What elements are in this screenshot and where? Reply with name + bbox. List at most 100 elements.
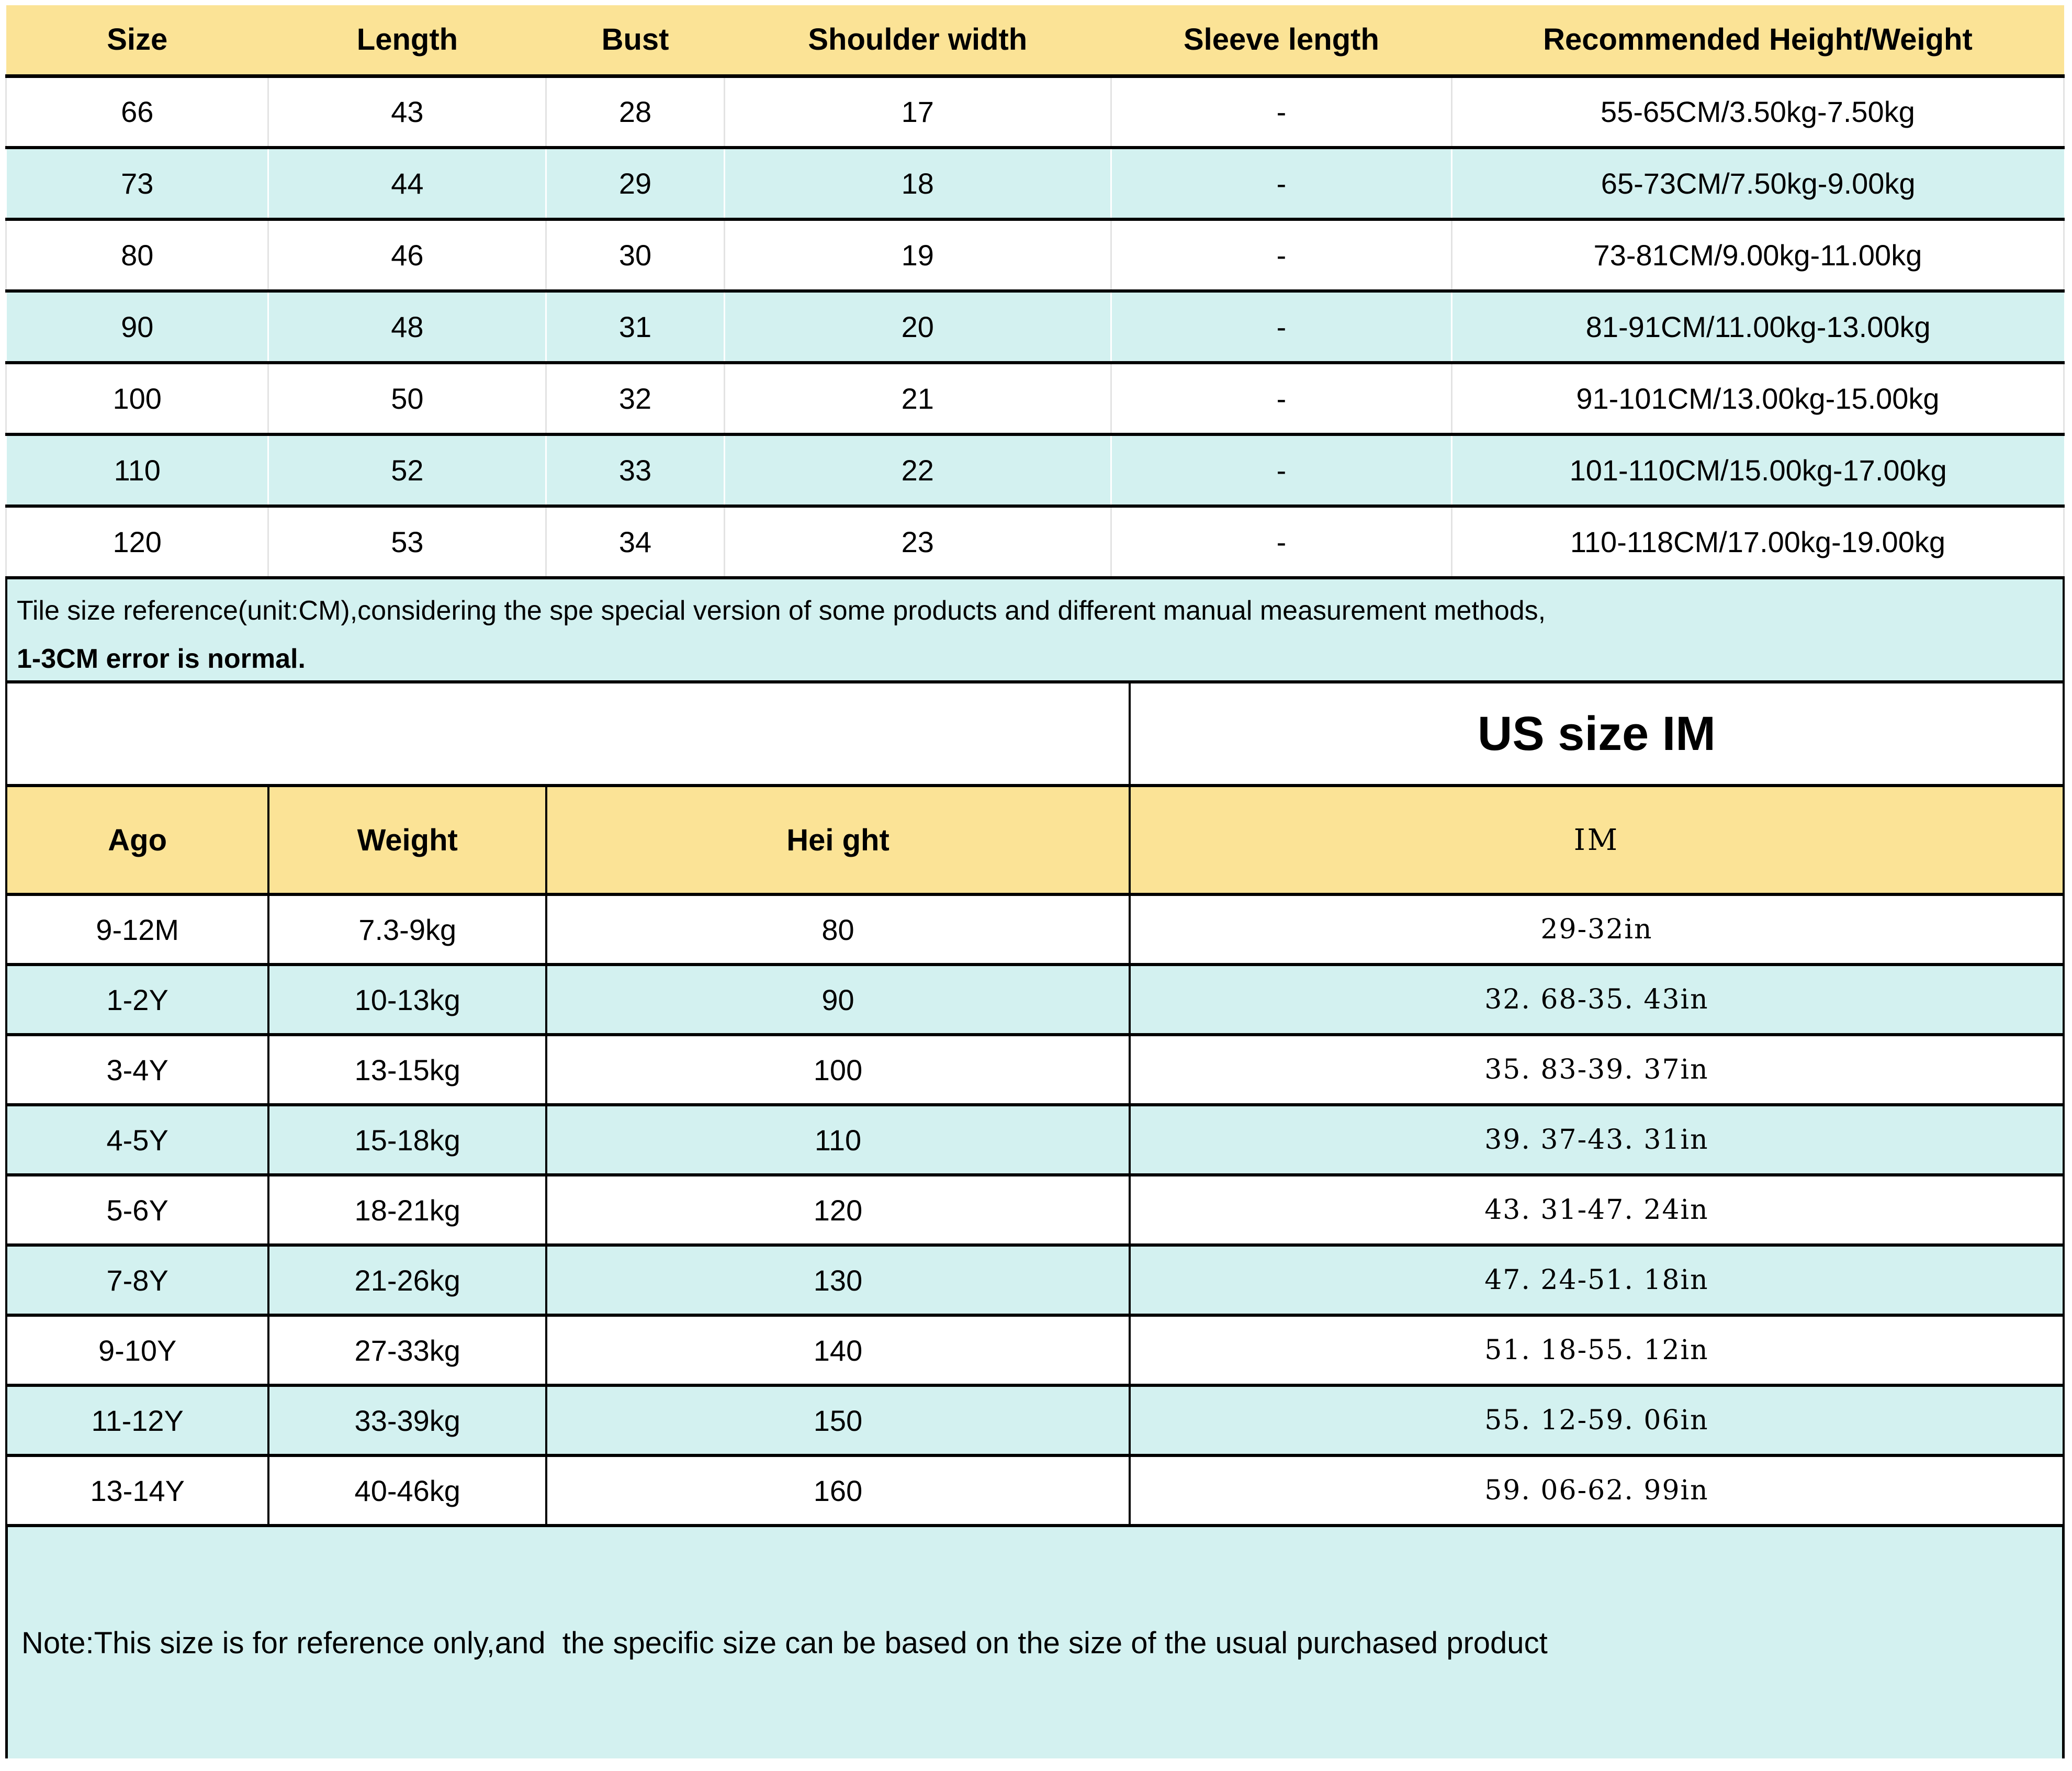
table-cell: 140 [545, 1315, 1130, 1387]
us-size-table-title: US size IM [1128, 683, 2065, 787]
table-cell: 47. 24-51. 18in [1128, 1245, 2065, 1317]
table-cell: 51. 18-55. 12in [1128, 1315, 2065, 1387]
table-cell: 52 [268, 434, 546, 508]
measurement-note-line1: Tile size reference(unit:CM),considering… [17, 596, 1546, 626]
table-cell: 110-118CM/17.00kg-19.00kg [1450, 506, 2065, 579]
table-cell: 130 [545, 1245, 1130, 1317]
table-cell: 18-21kg [267, 1175, 547, 1247]
size-table-header-bust: Bust [546, 5, 725, 78]
measurement-note: Tile size reference(unit:CM),considering… [5, 579, 2065, 683]
table-cell: 15-18kg [267, 1105, 547, 1176]
table-cell: 19 [723, 219, 1111, 293]
us-size-table-header-ago: Ago [5, 786, 269, 896]
table-cell: 32 [545, 363, 725, 436]
table-cell: 20 [724, 291, 1111, 364]
us-size-table-header-weight: Weight [267, 786, 547, 896]
table-cell: 5-6Y [5, 1175, 269, 1247]
table-cell: 80 [5, 219, 268, 293]
size-table-header: Size Length Bust Shoulder width Sleeve l… [6, 5, 2064, 78]
table-cell: 90 [6, 291, 268, 364]
table-cell: 46 [267, 219, 546, 293]
table-row: 13-14Y 40-46kg 160 59. 06-62. 99in [5, 1455, 2065, 1527]
table-cell: 9-10Y [5, 1315, 269, 1387]
table-cell: 59. 06-62. 99in [1128, 1455, 2065, 1527]
size-table-header-sleeve-length: Sleeve length [1111, 5, 1452, 78]
table-cell: 7.3-9kg [267, 894, 547, 966]
table-cell: 53 [267, 506, 546, 579]
table-cell: 43 [267, 76, 546, 149]
table-cell: 35. 83-39. 37in [1128, 1035, 2065, 1106]
table-cell: 29-32in [1128, 894, 2065, 966]
table-cell: 91-101CM/13.00kg-15.00kg [1450, 363, 2065, 436]
table-row: 66 43 28 17-55-65CM/3.50kg-7.50kg [5, 76, 2065, 149]
table-cell: 31 [546, 291, 725, 364]
table-cell: 17 [723, 76, 1111, 149]
us-size-table-title-row: US size IM [5, 683, 2065, 787]
table-row: 120 53 34 23-110-118CM/17.00kg-19.00kg [5, 506, 2065, 579]
table-cell: 13-15kg [267, 1035, 547, 1106]
table-row: 9-12M 7.3-9kg 80 29-32in [5, 894, 2065, 966]
table-cell: - [1110, 506, 1452, 579]
table-cell: 7-8Y [5, 1245, 269, 1317]
size-table-header-shoulder-width: Shoulder width [724, 5, 1111, 78]
table-cell: 13-14Y [5, 1455, 269, 1527]
table-cell: - [1110, 76, 1452, 149]
footer-note-text: Note:This size is for reference only,and… [21, 1626, 1548, 1660]
footer-note: Note:This size is for reference only,and… [5, 1527, 2065, 1758]
table-cell: 160 [545, 1455, 1130, 1527]
table-cell: 100 [545, 1035, 1130, 1106]
table-cell: - [1111, 291, 1452, 364]
table-row: 90 48 31 20-81-91CM/11.00kg-13.00kg [6, 291, 2064, 364]
table-cell: 50 [267, 363, 546, 436]
size-table-body: 66 43 28 17-55-65CM/3.50kg-7.50kg 73 44 29 18-6… [5, 76, 2065, 579]
table-cell: 44 [268, 148, 546, 221]
table-cell: 55-65CM/3.50kg-7.50kg [1450, 76, 2065, 149]
table-cell: 23 [723, 506, 1111, 579]
table-cell: 4-5Y [5, 1105, 269, 1176]
table-cell: 33-39kg [267, 1385, 547, 1457]
us-size-table: US size IM Ago Weight Hei ght IM 9-12M 7.… [5, 683, 2065, 1527]
table-row: 80 46 30 19-73-81CM/9.00kg-11.00kg [5, 219, 2065, 293]
table-cell: 1-2Y [5, 965, 269, 1036]
table-cell: 110 [6, 434, 268, 508]
table-cell: 73 [6, 148, 268, 221]
table-cell: 29 [546, 148, 725, 221]
table-cell: 81-91CM/11.00kg-13.00kg [1451, 291, 2064, 364]
table-row: 4-5Y 15-18kg 110 39. 37-43. 31in [5, 1105, 2065, 1176]
table-cell: 22 [724, 434, 1111, 508]
table-cell: 18 [724, 148, 1111, 221]
table-cell: 9-12M [5, 894, 269, 966]
table-row: 100 50 32 21-91-101CM/13.00kg-15.00kg [5, 363, 2065, 436]
us-size-table-head: US size IM Ago Weight Hei ght IM [5, 683, 2065, 896]
size-table-header-length: Length [268, 5, 546, 78]
table-cell: 65-73CM/7.50kg-9.00kg [1451, 148, 2064, 221]
size-table-header-recommended: Recommended Height/Weight [1451, 5, 2064, 78]
table-cell: 66 [5, 76, 268, 149]
table-cell: 150 [545, 1385, 1130, 1457]
table-cell: 21 [723, 363, 1111, 436]
size-table: Size Length Bust Shoulder width Sleeve l… [5, 5, 2065, 579]
table-cell: 3-4Y [5, 1035, 269, 1106]
table-cell: 101-110CM/15.00kg-17.00kg [1451, 434, 2064, 508]
measurement-note-line2: 1-3CM error is normal. [17, 644, 306, 674]
table-row: 5-6Y 18-21kg 120 43. 31-47. 24in [5, 1175, 2065, 1247]
table-cell: 48 [268, 291, 546, 364]
size-table-header-size: Size [6, 5, 268, 78]
table-cell: 39. 37-43. 31in [1128, 1105, 2065, 1176]
us-size-table-empty-cell [5, 683, 1130, 787]
table-cell: - [1111, 148, 1452, 221]
table-row: 3-4Y 13-15kg 100 35. 83-39. 37in [5, 1035, 2065, 1106]
table-cell: 73-81CM/9.00kg-11.00kg [1450, 219, 2065, 293]
table-row: 11-12Y 33-39kg 150 55. 12-59. 06in [5, 1385, 2065, 1457]
table-row: 7-8Y 21-26kg 130 47. 24-51. 18in [5, 1245, 2065, 1317]
size-table-header-row: Size Length Bust Shoulder width Sleeve l… [6, 5, 2064, 78]
table-cell: - [1111, 434, 1452, 508]
table-cell: 120 [5, 506, 268, 579]
us-size-table-body: 9-12M 7.3-9kg 80 29-32in 1-2Y 10-13kg 90 32. 68… [5, 894, 2065, 1527]
table-cell: 34 [545, 506, 725, 579]
table-cell: 110 [545, 1105, 1130, 1176]
table-row: 1-2Y 10-13kg 90 32. 68-35. 43in [5, 965, 2065, 1036]
table-cell: 120 [545, 1175, 1130, 1247]
table-row: 9-10Y 27-33kg 140 51. 18-55. 12in [5, 1315, 2065, 1387]
